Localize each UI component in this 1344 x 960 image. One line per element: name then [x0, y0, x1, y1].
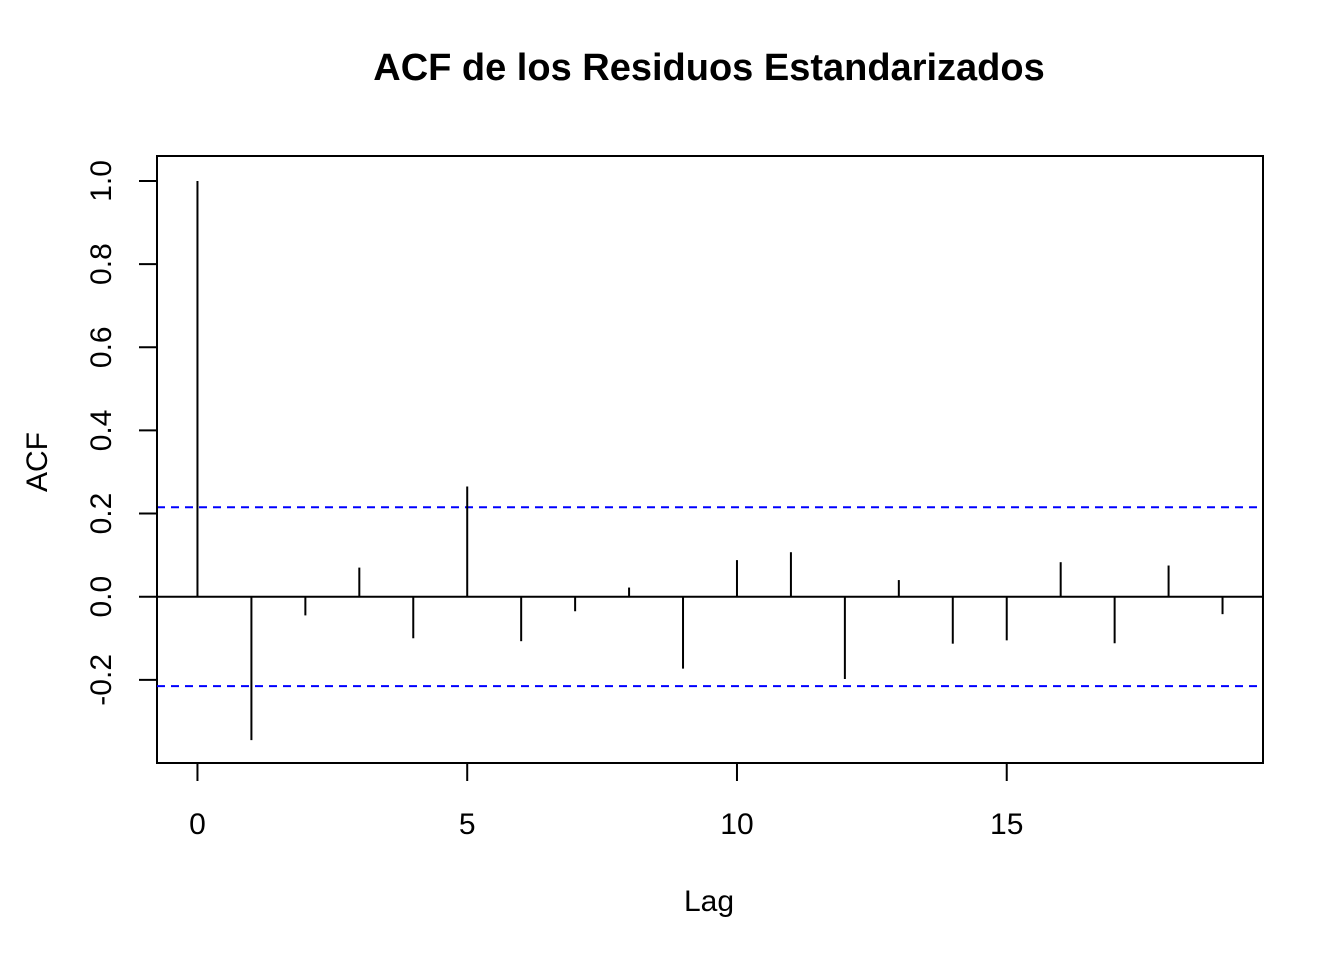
- y-tick-label: 0.2: [85, 493, 118, 535]
- x-tick-label: 15: [990, 808, 1023, 841]
- y-tick-label: 1.0: [85, 160, 118, 202]
- x-tick-label: 5: [459, 808, 476, 841]
- plot-frame: [156, 155, 1264, 764]
- x-axis-label: Lag: [684, 885, 734, 918]
- plot-area: 0 5 10 15 -0.2 0.0 0.2 0.4 0.6 0.8 1.0: [85, 155, 1264, 841]
- y-axis-label: ACF: [21, 432, 54, 492]
- y-tick-label: 0.8: [85, 243, 118, 285]
- y-tick-label: 0.0: [85, 576, 118, 618]
- chart-title: ACF de los Residuos Estandarizados: [373, 47, 1044, 89]
- y-tick-label: 0.6: [85, 326, 118, 368]
- x-tick-label: 10: [720, 808, 753, 841]
- y-tick-label: 0.4: [85, 410, 118, 452]
- x-tick-label: 0: [189, 808, 206, 841]
- y-tick-label: -0.2: [85, 654, 118, 706]
